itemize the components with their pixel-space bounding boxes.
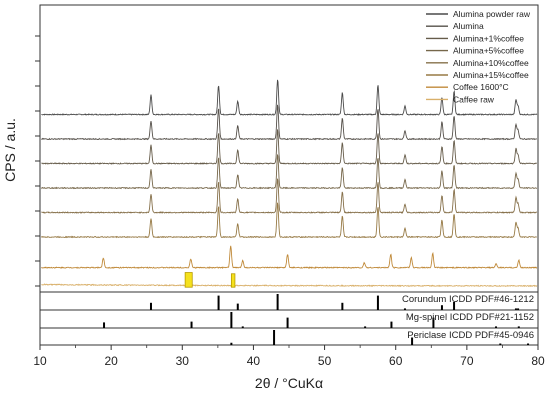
reference-patterns: Corundum ICDD PDF#46-1212 Mg-spinel ICDD … <box>103 294 534 345</box>
highlight-box-1 <box>184 272 193 288</box>
legend-label-alumina-powder-raw: Alumina powder raw <box>453 9 531 19</box>
series-line-alumina-powder-raw <box>41 79 538 116</box>
x-axis-label: 2θ / °CuKα <box>255 375 323 391</box>
ref-label-periclase-icdd-pdf-45-0946: Periclase ICDD PDF#45-0946 <box>407 330 534 341</box>
x-axis-ticks: 10 20 30 40 50 60 70 80 <box>33 345 545 368</box>
legend-label-alumina-5-coffee: Alumina+5%coffee <box>453 46 524 56</box>
series-line-alumina-5-coffee <box>41 154 537 190</box>
highlight-box-2 <box>230 273 236 288</box>
series-line-alumina-15-coffee <box>41 202 537 239</box>
x-tick-label: 40 <box>247 354 261 368</box>
legend-label-alumina-15-coffee: Alumina+15%coffee <box>453 70 529 80</box>
series-layer <box>41 79 538 288</box>
x-tick-label: 60 <box>389 354 403 368</box>
legend-label-alumina-1-coffee: Alumina+1%coffee <box>453 33 524 43</box>
y-axis-ticks <box>35 35 40 287</box>
x-tick-label: 20 <box>104 354 118 368</box>
series-line-alumina-10-coffee <box>41 178 538 214</box>
series-line-caffee-raw <box>41 283 538 288</box>
x-tick-label: 30 <box>176 354 190 368</box>
series-line-coffee-1600-c <box>41 245 538 270</box>
series-line-alumina <box>41 104 538 141</box>
x-tick-label: 10 <box>33 354 47 368</box>
legend: Alumina powder raw Alumina Alumina+1%coffe… <box>426 9 531 104</box>
legend-label-caffee-raw: Caffee raw <box>453 94 495 104</box>
legend-label-alumina-10-coffee: Alumina+10%coffee <box>453 58 529 68</box>
x-tick-label: 80 <box>531 354 545 368</box>
legend-label-coffee-1600-c: Coffee 1600°C <box>453 82 509 92</box>
x-tick-label: 70 <box>460 354 474 368</box>
ref-label-corundum-icdd-pdf-46-1212: Corundum ICDD PDF#46-1212 <box>402 294 534 305</box>
ref-label-mg-spinel-icdd-pdf-21-1152: Mg-spinel ICDD PDF#21-1152 <box>406 312 534 323</box>
x-tick-label: 50 <box>318 354 332 368</box>
series-line-alumina-1-coffee <box>41 129 538 165</box>
y-axis-label: CPS / a.u. <box>2 118 18 182</box>
highlight-layer <box>184 272 236 288</box>
legend-label-alumina: Alumina <box>453 21 484 31</box>
